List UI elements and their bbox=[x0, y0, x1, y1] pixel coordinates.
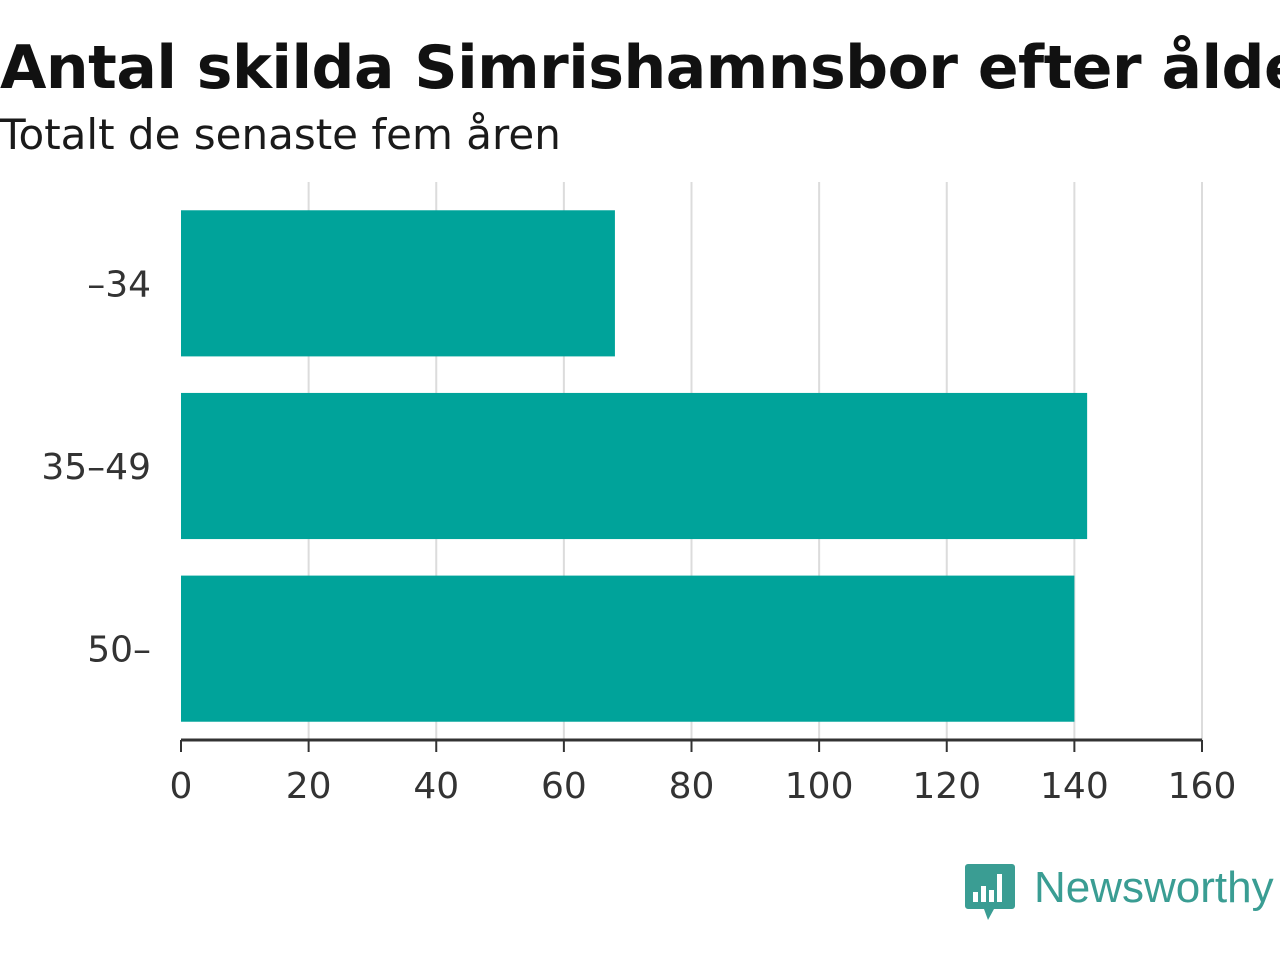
y-axis-labels: –34 35–49 50– bbox=[41, 264, 151, 670]
x-tick-label: 80 bbox=[669, 766, 715, 807]
chart-subtitle: Totalt de senaste fem åren bbox=[0, 110, 561, 159]
y-category-label: 50– bbox=[87, 630, 151, 671]
y-category-label: –34 bbox=[87, 264, 151, 305]
x-tick-label: 60 bbox=[541, 766, 587, 807]
newsworthy-logo-icon bbox=[965, 864, 1015, 920]
x-tick-label: 100 bbox=[785, 766, 854, 807]
bar bbox=[181, 210, 615, 357]
bars bbox=[181, 210, 1088, 722]
bar bbox=[181, 392, 1088, 540]
x-tick-label: 0 bbox=[170, 766, 193, 807]
newsworthy-logo: Newsworthy bbox=[964, 862, 1276, 928]
x-axis: 0 20 40 60 80 100 120 140 160 bbox=[170, 738, 1237, 807]
y-category-label: 35–49 bbox=[41, 447, 151, 488]
x-tick-label: 160 bbox=[1168, 766, 1237, 807]
x-tick-label: 120 bbox=[912, 766, 981, 807]
x-tick-label: 20 bbox=[286, 766, 332, 807]
brand-name: Newsworthy bbox=[1034, 863, 1274, 912]
x-tick-label: 40 bbox=[413, 766, 459, 807]
x-tick-label: 140 bbox=[1040, 766, 1109, 807]
chart-title: Antal skilda Simrishamnsbor efter ålder bbox=[0, 33, 1280, 103]
bar bbox=[181, 575, 1075, 722]
